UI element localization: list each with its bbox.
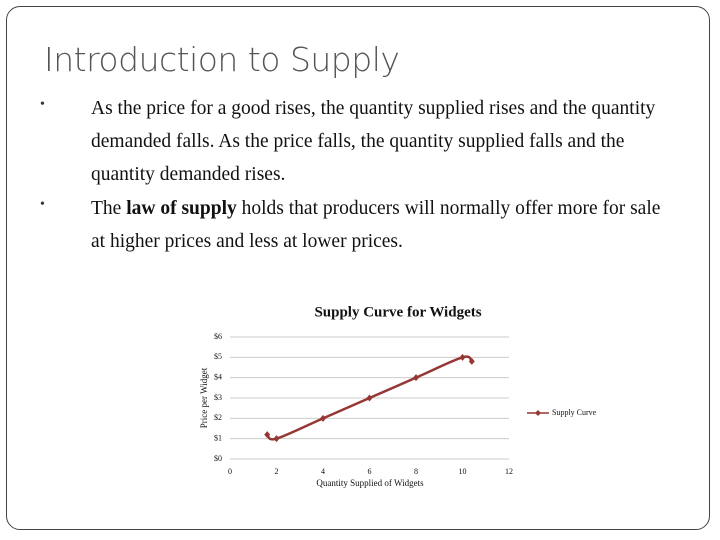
bullet-dot: • — [40, 197, 45, 212]
x-tick-label: 10 — [459, 467, 467, 476]
x-tick-label: 12 — [505, 467, 513, 476]
x-axis-label: Quantity Supplied of Widgets — [316, 478, 424, 488]
x-tick-label: 6 — [368, 467, 372, 476]
data-point — [273, 435, 280, 443]
slide-title: Introduction to Supply — [44, 40, 400, 79]
y-tick-label: $4 — [214, 372, 222, 381]
data-point — [320, 414, 326, 422]
data-point — [468, 357, 475, 365]
bullet-bold-text: law of supply — [126, 198, 237, 219]
x-tick-label: 0 — [228, 467, 232, 476]
bullet-text: holds that producers will normally offer… — [91, 198, 661, 252]
y-tick-label: $3 — [214, 393, 222, 402]
x-tick-label: 4 — [321, 467, 325, 476]
y-tick-label: $2 — [214, 413, 222, 422]
y-axis-label: Price per Widget — [199, 367, 209, 428]
bullet-dot: • — [40, 97, 45, 112]
data-point — [264, 431, 271, 439]
bullet-text: The — [91, 198, 122, 219]
data-point — [413, 374, 419, 382]
y-tick-label: $6 — [214, 332, 222, 341]
y-tick-label: $0 — [214, 454, 222, 463]
y-tick-label: $1 — [214, 433, 222, 442]
bullet: As the price for a good rises, the quant… — [91, 92, 676, 191]
bullet: The law of supply holds that producers w… — [91, 192, 676, 258]
chart-title: Supply Curve for Widgets — [314, 304, 481, 320]
x-tick-label: 8 — [414, 467, 418, 476]
x-tick-label: 2 — [275, 467, 279, 476]
slide-frame — [6, 6, 710, 530]
y-tick-label: $5 — [214, 352, 222, 361]
legend-marker — [535, 410, 541, 416]
data-point — [366, 394, 373, 402]
bullet-text: As the price for a good rises, the quant… — [91, 98, 656, 185]
data-point — [459, 353, 466, 361]
legend-label: Supply Curve — [552, 408, 597, 417]
